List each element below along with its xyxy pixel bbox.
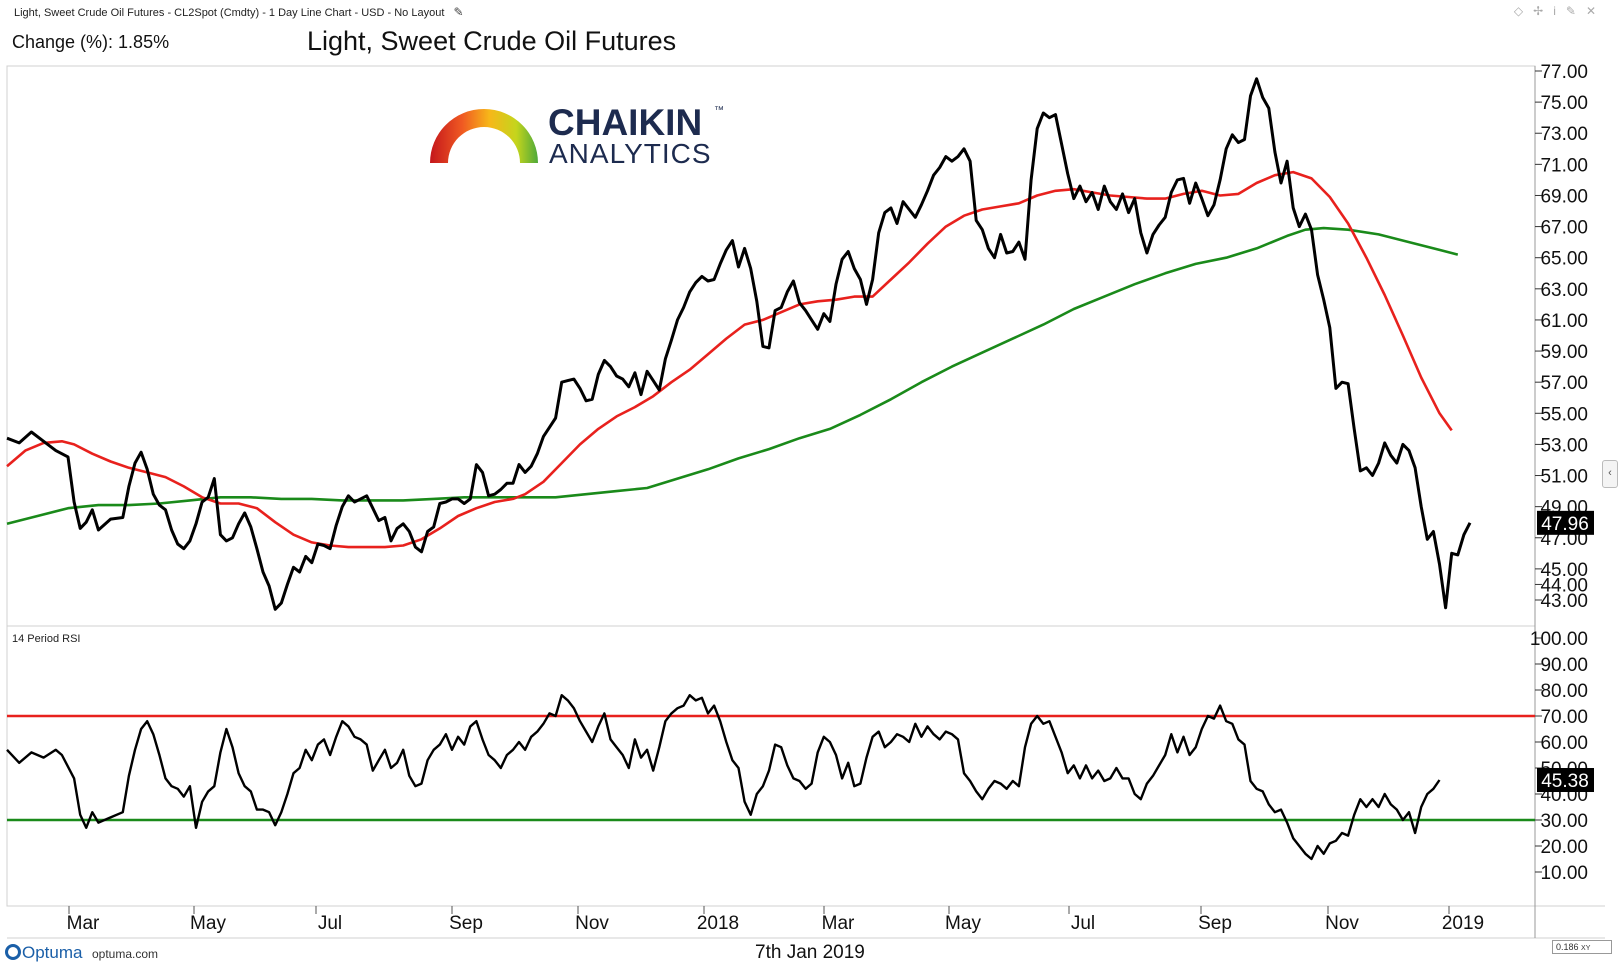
date-tick-label: Jul [318,913,342,934]
chaikin-logo: CHAIKIN ™ ANALYTICS [430,102,724,169]
price-tick-label: 73.00 [1540,124,1588,145]
series-ma-long [6,226,1459,526]
price-tick-label: 57.00 [1540,373,1588,394]
rsi-tick-label: 90.00 [1540,655,1588,676]
price-tick-label: 71.00 [1540,155,1588,176]
footer-bar: Optuma optuma.com 7th Jan 2019 0.186 XY [0,940,1620,972]
pencil-icon[interactable]: ✎ [453,5,464,19]
price-tick-label: 45.00 [1540,560,1588,581]
price-last-badge [1537,510,1594,535]
gauge-icon [430,109,538,163]
date-tick-label: Sep [1198,913,1232,934]
toolbar-icons: ◇✢i✎✕ [1514,4,1606,18]
date-tick-label: Sep [449,913,483,934]
chart-title: Light, Sweet Crude Oil Futures [307,26,677,56]
edit-icon[interactable]: ✎ [1565,4,1586,18]
date-tick-label: 2018 [697,913,739,934]
price-tick-label: 43.00 [1540,591,1588,612]
panel-frame [6,65,1605,939]
series-ma-short [6,170,1453,549]
chart-info-bar: Light, Sweet Crude Oil Futures - CL2Spot… [0,0,1620,26]
logo-chaikin: CHAIKIN [548,102,702,143]
close-icon[interactable]: ✕ [1585,4,1606,18]
rsi-tick-label: 30.00 [1540,811,1588,832]
price-tick-label: 65.00 [1540,249,1588,270]
optuma-brand: Optuma [22,943,83,962]
date-tick-label: May [945,913,981,934]
price-plot [6,77,1472,611]
price-tick-label: 61.00 [1540,311,1588,332]
price-tick-label: 59.00 [1540,342,1588,363]
xy-icon: XY [1581,945,1591,952]
footer-date: 7th Jan 2019 [755,942,865,963]
date-tick-label: Jul [1071,913,1095,934]
logo-analytics: ANALYTICS [549,138,712,169]
price-tick-label: 69.00 [1540,186,1588,207]
price-tick-label: 44.00 [1540,575,1588,596]
rsi-last-badge [1537,768,1594,793]
chart-description-text: Light, Sweet Crude Oil Futures - CL2Spot… [14,7,445,19]
pin-icon[interactable]: ✢ [1533,4,1554,18]
diamond-icon[interactable]: ◇ [1513,4,1534,18]
zoom-value: 0.186 [1556,942,1579,952]
rsi-tick-label: 100.00 [1530,629,1588,650]
rsi-last-value: 45.38 [1541,771,1589,792]
rsi-reference-lines [7,714,1535,822]
last-value-labels: 47.96 45.38 [1537,510,1594,793]
rsi-plot [6,694,1441,861]
rsi-tick-label: 60.00 [1540,733,1588,754]
date-tick-label: May [190,913,226,934]
optuma-ring-icon [5,944,21,960]
rsi-tick-label: 70.00 [1540,707,1588,728]
price-axis: 43.0044.0045.0047.0049.0051.0053.0055.00… [1535,62,1588,612]
price-tick-label: 67.00 [1540,218,1588,239]
rsi-axis: 10.0020.0030.0040.0050.0060.0070.0080.00… [1530,629,1588,884]
info-icon[interactable]: i [1553,4,1566,18]
date-tick-label: Nov [1325,913,1359,934]
date-tick-label: Mar [67,913,100,934]
price-tick-label: 77.00 [1540,62,1588,83]
collapse-handle[interactable]: ‹ [1602,460,1618,488]
price-tick-label: 63.00 [1540,280,1588,301]
optuma-url[interactable]: optuma.com [92,947,159,961]
rsi-panel-label: 14 Period RSI [12,633,80,645]
date-tick-label: Mar [822,913,855,934]
rsi-tick-label: 20.00 [1540,837,1588,858]
rsi-tick-label: 10.00 [1540,863,1588,884]
date-axis: Mar May Jul Sep Nov 2018 Mar May Jul Sep Nov 2019 [67,906,1484,934]
price-tick-label: 55.00 [1540,404,1588,425]
price-tick-label: 53.00 [1540,435,1588,456]
series-price [6,77,1472,611]
price-last-value: 47.96 [1541,514,1589,535]
price-tick-label: 75.00 [1540,93,1588,114]
price-tick-label: 51.00 [1540,467,1588,488]
logo-tm: ™ [714,105,724,116]
chart-description: Light, Sweet Crude Oil Futures - CL2Spot… [14,5,464,19]
zoom-level[interactable]: 0.186 XY [1552,940,1612,954]
date-tick-label: Nov [575,913,609,934]
change-percent: Change (%): 1.85% [12,32,170,52]
series-rsi [6,694,1441,861]
rsi-tick-label: 80.00 [1540,681,1588,702]
optuma-logo: Optuma [5,943,82,963]
date-tick-label: 2019 [1442,913,1484,934]
